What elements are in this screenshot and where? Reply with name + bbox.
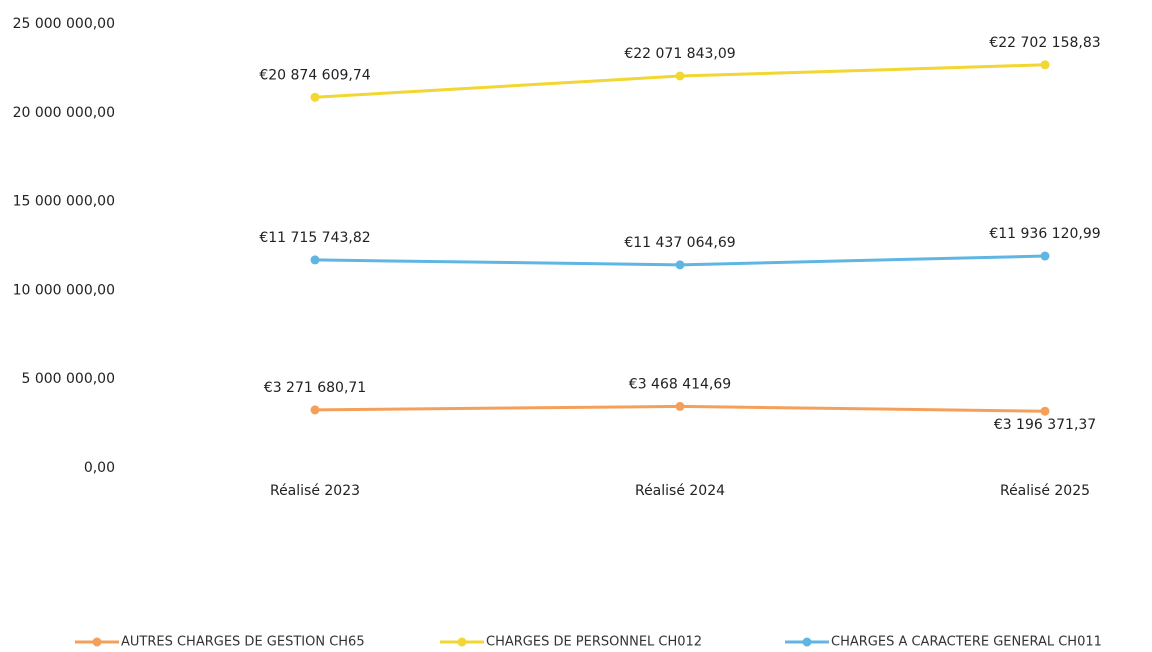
data-label: €11 437 064,69 [624,235,735,251]
point [675,71,685,81]
point [1040,60,1050,70]
point [675,401,685,411]
data-label: €3 468 414,69 [629,376,731,392]
y-tick-label: 15 000 000,00 [13,194,115,210]
legend-marker [802,637,812,647]
point [310,405,320,415]
legend-label: AUTRES CHARGES DE GESTION CH65 [121,635,365,650]
point [1040,251,1050,261]
x-tick-label: Réalisé 2024 [635,483,725,499]
y-tick-label: 25 000 000,00 [13,16,115,32]
data-label: €11 936 120,99 [989,226,1100,242]
legend-marker [457,637,467,647]
series-line [313,63,1047,99]
point [310,92,320,102]
x-tick-label: Réalisé 2023 [270,483,360,499]
data-label: €22 071 843,09 [624,46,735,62]
data-label: €22 702 158,83 [989,35,1100,51]
data-label: €20 874 609,74 [259,67,370,83]
legend-label: CHARGES DE PERSONNEL CH012 [486,635,702,650]
data-label: €11 715 743,82 [259,230,370,246]
data-label: €3 196 371,37 [994,417,1096,433]
legend-marker [92,637,102,647]
x-tick-label: Réalisé 2025 [1000,483,1090,499]
point [310,255,320,265]
y-tick-label: 5 000 000,00 [21,371,115,387]
y-tick-label: 0,00 [84,460,115,476]
point [675,260,685,270]
data-label: €3 271 680,71 [264,380,366,396]
y-tick-label: 20 000 000,00 [13,105,115,121]
y-tick-label: 10 000 000,00 [13,282,115,298]
point [1040,406,1050,416]
legend-label: CHARGES A CARACTERE GENERAL CH011 [831,635,1102,650]
